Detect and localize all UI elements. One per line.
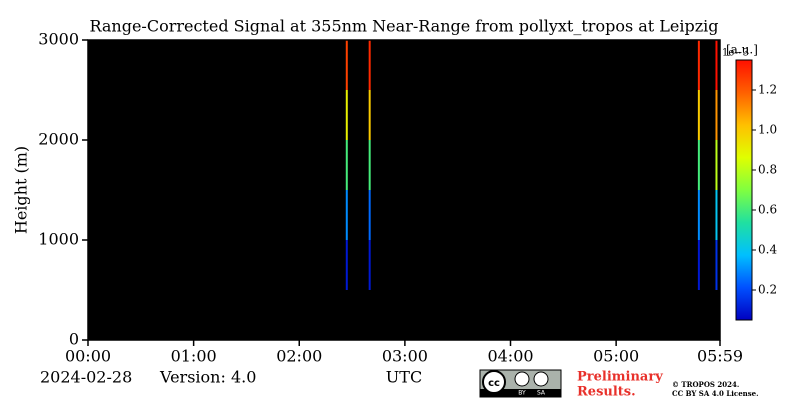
x-tick-label: 05:00 (593, 347, 639, 366)
logo-text: SA (537, 390, 546, 397)
heatmap-cell (368, 140, 371, 190)
heatmap-cell (368, 240, 371, 290)
logo-sa (533, 371, 549, 387)
date: 2024-02-28 (40, 368, 132, 387)
colorbar-exponent: 1e−3 (722, 48, 749, 59)
heatmap-cell (715, 190, 718, 240)
colorbar-tick-label: 1.0 (758, 123, 777, 137)
x-axis-label: UTC (386, 368, 422, 387)
heatmap-cell (697, 190, 700, 240)
heatmap-cell (345, 40, 348, 90)
license: CC BY SA 4.0 License. (672, 389, 759, 398)
preliminary: Preliminary (577, 370, 663, 385)
heatmap-cell (697, 90, 700, 140)
license: © TROPOS 2024. (672, 380, 739, 389)
colorbar-tick-label: 0.4 (758, 243, 777, 257)
chart-title: Range-Corrected Signal at 355nm Near-Ran… (89, 17, 718, 36)
preliminary: Results. (577, 385, 636, 400)
heatmap-cell (697, 40, 700, 90)
heatmap-cell (697, 140, 700, 190)
logo-text: BY (518, 390, 526, 397)
x-tick-label: 01:00 (171, 347, 217, 366)
heatmap-cell (368, 190, 371, 240)
heatmap-cell (715, 140, 718, 190)
heatmap-cell (345, 90, 348, 140)
colorbar-tick-label: 1.2 (758, 83, 777, 97)
version: Version: 4.0 (159, 368, 256, 387)
heatmap-cell (368, 90, 371, 140)
x-tick-label: 05:59 (697, 347, 743, 366)
colorbar-tick-label: 0.8 (758, 163, 777, 177)
heatmap-cell (368, 40, 371, 90)
plot-frame (87, 39, 721, 341)
logo-cc-text: cc (488, 378, 500, 389)
colorbar-tick-label: 0.6 (758, 203, 777, 217)
plot-background (88, 40, 720, 340)
logo-strip (480, 389, 561, 397)
x-tick-label: 00:00 (65, 347, 111, 366)
logo-cc (482, 370, 506, 394)
y-tick-label: 2000 (38, 130, 79, 149)
x-tick-label: 02:00 (276, 347, 322, 366)
heatmap-cell (715, 40, 718, 90)
heatmap-cell (715, 240, 718, 290)
x-tick-label: 03:00 (382, 347, 428, 366)
heatmap-cell (345, 240, 348, 290)
y-tick-label: 0 (69, 330, 79, 349)
colorbar-unit: [a.u.] (726, 43, 758, 57)
heatmap-cell (715, 90, 718, 140)
y-axis-label: Height (m) (12, 146, 31, 234)
heatmap-cell (697, 240, 700, 290)
colorbar (735, 59, 753, 321)
heatmap-cell (345, 140, 348, 190)
colorbar-tick-label: 0.2 (758, 283, 777, 297)
heatmap-cell (345, 190, 348, 240)
logo-by (514, 371, 530, 387)
y-tick-label: 1000 (38, 230, 79, 249)
x-tick-label: 04:00 (487, 347, 533, 366)
cc-logo: cc BY SA (479, 369, 562, 398)
y-tick-label: 3000 (38, 30, 79, 49)
